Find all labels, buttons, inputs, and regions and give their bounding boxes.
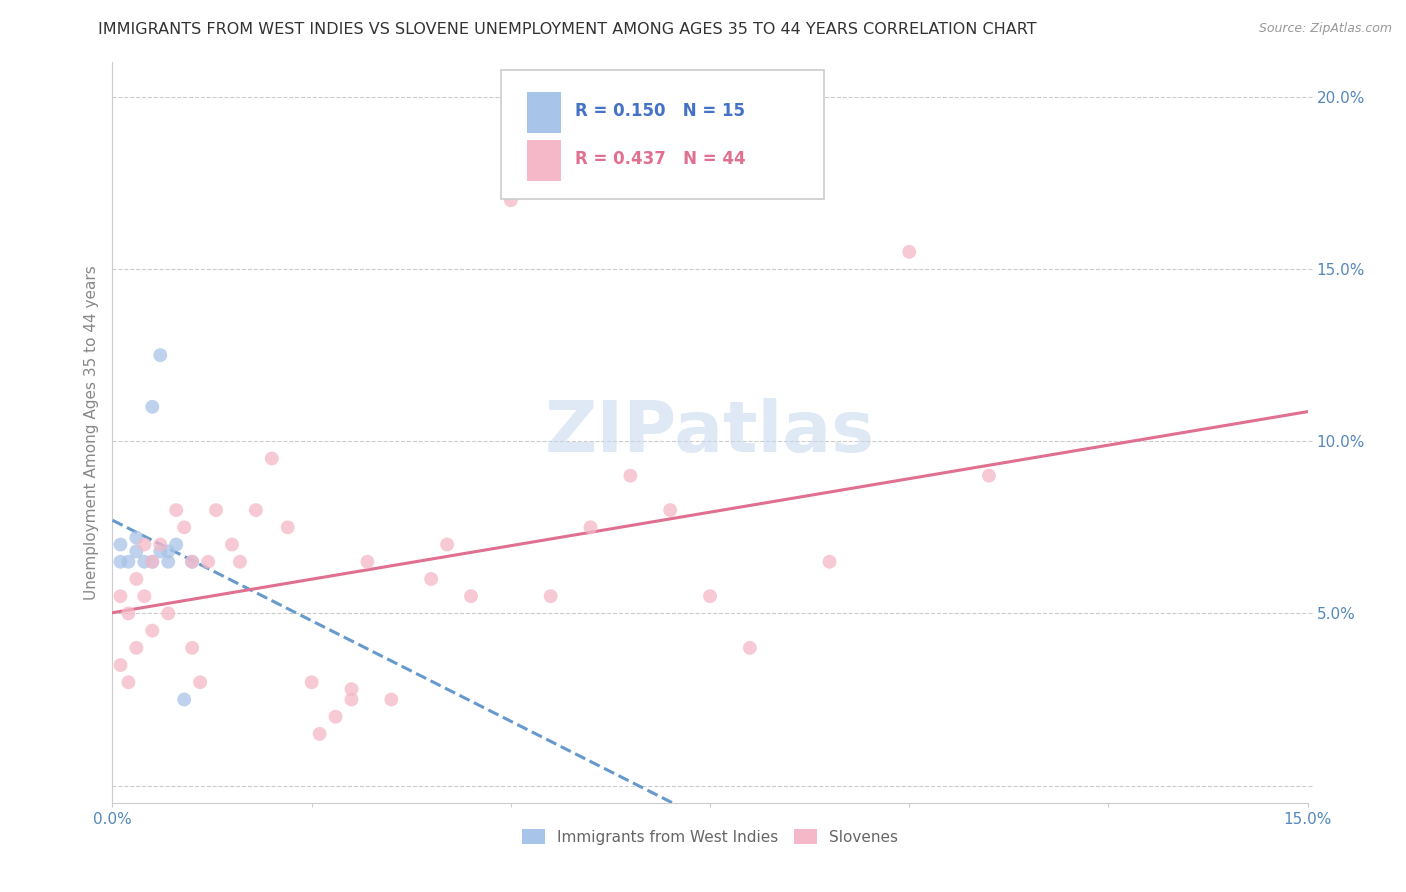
Point xyxy=(110,589,132,603)
Point xyxy=(540,589,562,603)
FancyBboxPatch shape xyxy=(527,140,561,181)
Legend: Immigrants from West Indies, Slovenes: Immigrants from West Indies, Slovenes xyxy=(516,822,904,851)
Point xyxy=(149,348,172,362)
Point xyxy=(141,555,163,569)
Text: R = 0.437   N = 44: R = 0.437 N = 44 xyxy=(575,150,745,168)
Point xyxy=(141,400,163,414)
Point xyxy=(181,555,204,569)
Point xyxy=(277,520,299,534)
Point xyxy=(149,544,172,558)
Point xyxy=(134,589,156,603)
Point xyxy=(125,572,148,586)
Point xyxy=(579,520,602,534)
Y-axis label: Unemployment Among Ages 35 to 44 years: Unemployment Among Ages 35 to 44 years xyxy=(83,265,98,600)
Point xyxy=(141,555,163,569)
Point xyxy=(125,640,148,655)
Point xyxy=(619,468,641,483)
Point xyxy=(141,624,163,638)
Point xyxy=(340,692,363,706)
Point xyxy=(308,727,330,741)
Point xyxy=(134,537,156,551)
Point xyxy=(117,555,139,569)
Point xyxy=(436,537,458,551)
Point xyxy=(117,675,139,690)
Point xyxy=(125,531,148,545)
Point xyxy=(165,537,187,551)
Point xyxy=(173,692,195,706)
Point xyxy=(110,555,132,569)
Text: Source: ZipAtlas.com: Source: ZipAtlas.com xyxy=(1258,22,1392,36)
Point xyxy=(301,675,323,690)
Point xyxy=(356,555,378,569)
Point xyxy=(197,555,219,569)
Text: R = 0.150   N = 15: R = 0.150 N = 15 xyxy=(575,102,745,120)
Point xyxy=(205,503,228,517)
Point xyxy=(380,692,402,706)
Point xyxy=(245,503,267,517)
Point xyxy=(181,555,204,569)
Point xyxy=(149,537,172,551)
Point xyxy=(499,193,522,207)
Point xyxy=(260,451,283,466)
Point xyxy=(110,537,132,551)
Point xyxy=(659,503,682,517)
Point xyxy=(460,589,482,603)
Point xyxy=(173,520,195,534)
Point xyxy=(134,555,156,569)
Text: IMMIGRANTS FROM WEST INDIES VS SLOVENE UNEMPLOYMENT AMONG AGES 35 TO 44 YEARS CO: IMMIGRANTS FROM WEST INDIES VS SLOVENE U… xyxy=(98,22,1038,37)
Point xyxy=(325,709,347,723)
Point xyxy=(898,244,921,259)
Point xyxy=(420,572,443,586)
Point xyxy=(117,607,139,621)
Point xyxy=(340,682,363,697)
Point xyxy=(157,544,180,558)
Point xyxy=(125,544,148,558)
Point xyxy=(818,555,841,569)
Point xyxy=(110,658,132,673)
Point xyxy=(738,640,761,655)
FancyBboxPatch shape xyxy=(527,92,561,133)
Point xyxy=(157,607,180,621)
Point xyxy=(221,537,243,551)
Point xyxy=(181,640,204,655)
FancyBboxPatch shape xyxy=(501,70,824,200)
Point xyxy=(165,503,187,517)
Point xyxy=(157,555,180,569)
Point xyxy=(188,675,211,690)
Point xyxy=(699,589,721,603)
Point xyxy=(977,468,1000,483)
Point xyxy=(229,555,252,569)
Text: ZIPatlas: ZIPatlas xyxy=(546,398,875,467)
